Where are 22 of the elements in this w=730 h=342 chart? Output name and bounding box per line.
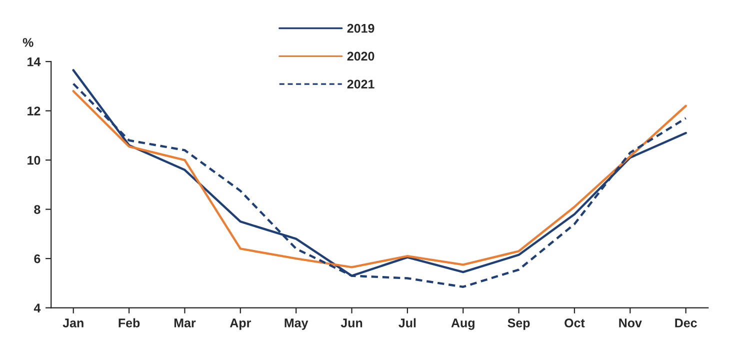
legend-label: 2021 [347,80,374,89]
x-tick-label: Jan [62,318,84,328]
x-tick-label: Jun [340,318,362,328]
x-tick-label: Nov [619,318,642,328]
y-tick-label: 12 [28,106,40,116]
legend-label: 2020 [347,52,374,61]
y-tick-label: 4 [34,304,41,312]
x-tick-label: Oct [564,318,585,328]
y-tick-label: 10 [28,156,40,165]
y-axis-title: % [22,38,34,47]
x-tick-label: May [284,318,308,330]
legend-label: 2019 [347,24,374,33]
x-tick-label: Feb [118,318,140,328]
x-tick-label: Jul [398,318,416,328]
x-tick-label: Dec [675,318,697,328]
y-tick-label: 8 [34,205,40,214]
y-tick-label: 14 [28,57,41,66]
x-tick-label: Aug [451,318,474,330]
x-tick-label: Sep [508,318,530,330]
y-tick-label: 6 [34,254,40,264]
x-tick-label: Mar [174,318,196,328]
x-tick-label: Apr [230,318,251,330]
